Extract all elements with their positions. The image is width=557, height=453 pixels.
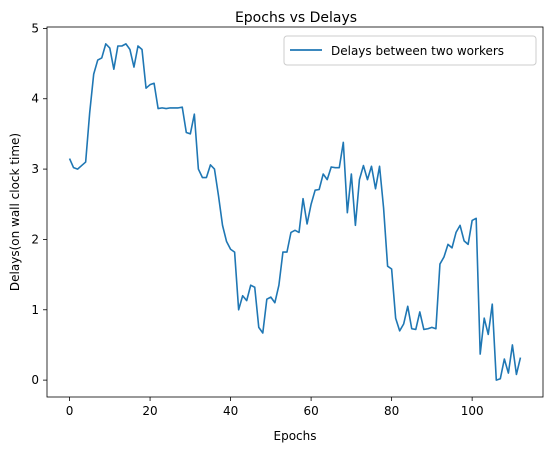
x-tick-label: 60 [303, 404, 318, 418]
y-tick-label: 4 [31, 92, 39, 106]
x-tick-label: 0 [66, 404, 74, 418]
y-axis-label: Delays(on wall clock time) [8, 133, 22, 291]
y-tick-label: 5 [31, 21, 39, 35]
y-tick-label: 1 [31, 303, 39, 317]
y-tick-label: 3 [31, 162, 39, 176]
x-axis-label: Epochs [274, 429, 317, 443]
plot-area [68, 43, 522, 381]
x-axis: 0 20 40 60 80 100 [66, 397, 484, 418]
x-tick-label: 40 [223, 404, 238, 418]
x-tick-label: 20 [142, 404, 157, 418]
y-tick-label: 0 [31, 373, 39, 387]
series-line-0 [68, 43, 522, 381]
y-axis: 0 1 2 3 4 5 [31, 21, 47, 387]
plot-frame [46, 26, 544, 398]
x-tick-label: 80 [384, 404, 399, 418]
legend-label: Delays between two workers [331, 44, 504, 58]
y-tick-label: 2 [31, 232, 39, 246]
x-tick-label: 100 [461, 404, 484, 418]
legend: Delays between two workers [283, 35, 537, 66]
legend-box [283, 35, 537, 66]
chart-title: Epochs vs Delays [235, 10, 357, 26]
